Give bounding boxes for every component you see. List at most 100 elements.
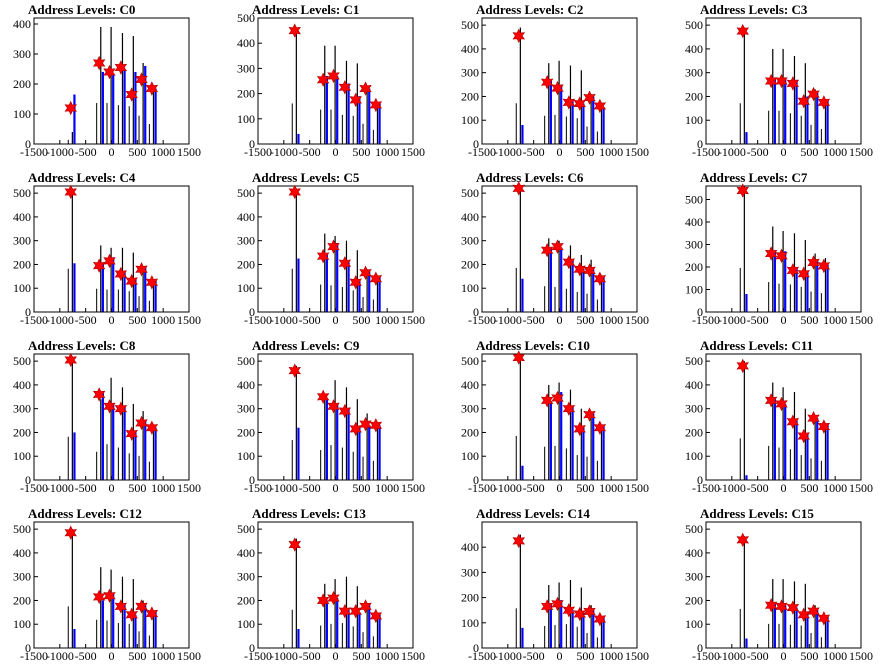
y-tick-label: 300 <box>13 47 31 61</box>
y-tick-label: 300 <box>685 402 703 416</box>
star-marker <box>359 81 372 96</box>
x-tick-label: -1500 <box>468 481 496 495</box>
black-bar-minor <box>96 288 98 312</box>
star-marker <box>775 248 788 263</box>
x-tick-label: 0 <box>781 649 787 663</box>
x-tick-label: -500 <box>75 481 97 495</box>
black-bar-minor <box>148 635 150 648</box>
blue-bar <box>582 269 585 312</box>
blue-bar <box>297 628 300 648</box>
blue-bar <box>773 77 776 144</box>
star-marker <box>135 415 148 431</box>
blue-bar <box>336 598 339 648</box>
black-bar-minor <box>128 106 130 144</box>
blue-bar <box>549 247 552 312</box>
black-bar <box>71 188 73 312</box>
x-tick-label: 1000 <box>151 481 175 495</box>
star-marker <box>92 387 106 402</box>
x-tick-label: 1000 <box>599 313 623 327</box>
star-marker <box>64 352 77 368</box>
black-bar-minor <box>128 623 130 648</box>
y-tick-label: 400 <box>461 540 479 554</box>
black-bar-minor <box>544 286 546 312</box>
x-tick-label: 1000 <box>375 145 399 159</box>
y-tick-label: 300 <box>461 402 479 416</box>
black-bar <box>558 582 560 648</box>
x-tick-label: -1500 <box>244 649 272 663</box>
black-bar-minor <box>372 460 374 480</box>
black-bar-minor <box>586 126 588 144</box>
x-tick-label: 500 <box>576 145 594 159</box>
bar-group <box>67 529 157 648</box>
black-bar-minor <box>362 632 364 648</box>
black-bar-minor <box>739 103 741 144</box>
y-tick-label: 400 <box>461 378 479 392</box>
star-marker <box>359 265 372 280</box>
blue-bar <box>378 276 381 312</box>
blue-bar <box>745 638 748 648</box>
star-marker <box>316 389 330 404</box>
black-bar <box>782 48 784 144</box>
y-tick-label: 0 <box>697 305 703 319</box>
star-marker <box>807 86 820 102</box>
blue-bar <box>521 124 524 144</box>
blue-bar <box>826 617 829 648</box>
y-tick-label: 200 <box>237 87 255 101</box>
black-bar <box>142 266 144 312</box>
blue-bar <box>592 96 595 144</box>
black-bar-minor <box>778 623 780 648</box>
y-tick-label: 200 <box>13 257 31 271</box>
star-marker <box>103 64 116 80</box>
y-tick-label: 500 <box>237 522 255 536</box>
star-marker <box>512 28 525 44</box>
blue-bar <box>602 108 605 144</box>
y-tick-label: 100 <box>237 112 255 126</box>
blue-bar <box>297 133 300 144</box>
y-tick-label: 100 <box>461 449 479 463</box>
black-bar-minor <box>330 109 332 144</box>
x-tick-label: 500 <box>352 649 370 663</box>
black-bar <box>519 27 521 144</box>
blue-bar <box>795 79 798 144</box>
x-tick-label: -500 <box>747 145 769 159</box>
blue-bar <box>745 294 748 312</box>
black-bar <box>782 579 784 648</box>
black-bar <box>376 103 379 144</box>
chart-panel: Address Levels: C15 0 100 200 300 400 500 -1500… <box>672 504 896 672</box>
black-bar <box>110 247 112 312</box>
chart-panel: Address Levels: C11 0 100 200 300 400 500 -1500… <box>672 336 896 504</box>
black-bar-minor <box>810 124 812 144</box>
blue-bar <box>112 403 115 480</box>
black-bar <box>804 408 806 480</box>
y-tick-label: 200 <box>13 77 31 91</box>
chart-panel: Address Levels: C0 0 100 200 300 400 -1500 -100… <box>0 0 224 168</box>
star-marker <box>135 262 148 277</box>
star-marker <box>540 242 554 258</box>
x-tick-label: -1500 <box>692 313 720 327</box>
black-bar-minor <box>576 626 578 648</box>
x-tick-label: 1500 <box>401 481 425 495</box>
blue-bar <box>154 612 157 648</box>
x-tick-label: -1000 <box>718 145 746 159</box>
x-tick-label: 0 <box>333 313 339 327</box>
star-marker <box>125 607 138 622</box>
black-bar-minor <box>810 291 812 312</box>
x-tick-label: 1500 <box>625 481 649 495</box>
x-tick-label: 1500 <box>401 145 425 159</box>
black-bar <box>782 231 784 312</box>
blue-bar <box>144 66 147 144</box>
black-bar <box>519 186 521 312</box>
star-marker <box>359 599 372 614</box>
black-bar-minor <box>106 289 108 312</box>
black-bar-minor <box>596 637 598 648</box>
black-bar-minor <box>789 449 791 480</box>
black-bar-minor <box>586 293 588 312</box>
y-tick-label: 200 <box>461 425 479 439</box>
star-marker <box>125 426 138 441</box>
star-marker <box>338 80 352 95</box>
x-tick-label: 0 <box>781 481 787 495</box>
black-bar-minor <box>768 623 770 648</box>
black-bar-minor <box>362 456 364 480</box>
y-tick-label: 300 <box>237 402 255 416</box>
